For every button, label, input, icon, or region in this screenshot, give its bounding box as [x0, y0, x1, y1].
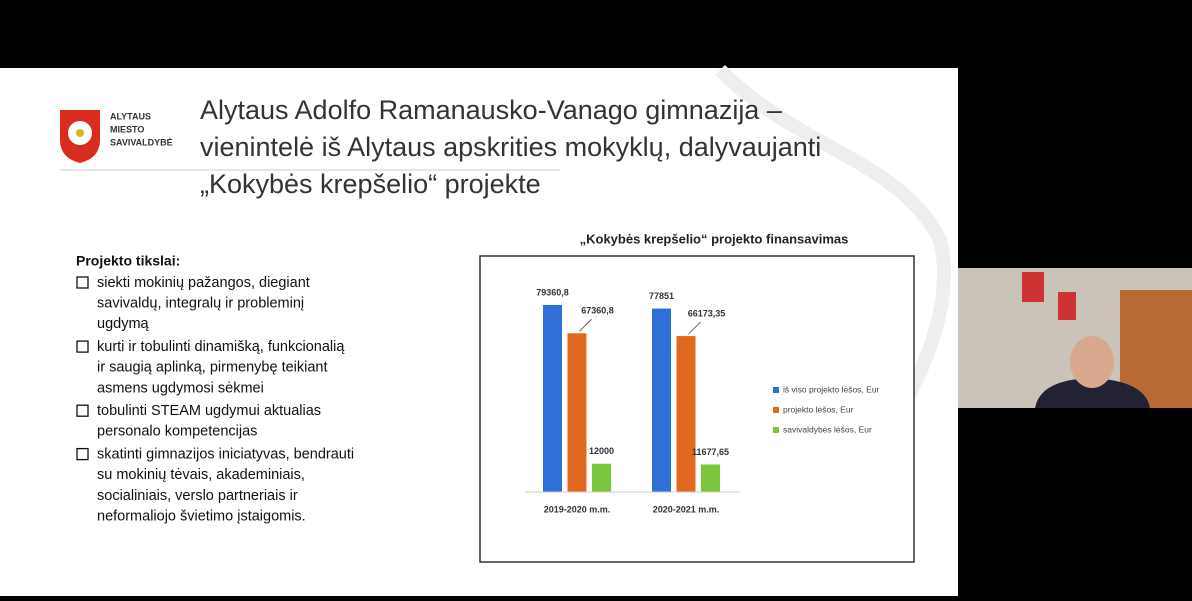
- value-label: 77851: [649, 291, 674, 301]
- goal-text: siekti mokinių pažangos, diegiant: [97, 275, 310, 291]
- value-label: 66173,35: [688, 308, 726, 318]
- value-label: 67360,8: [581, 306, 614, 316]
- webcam-head: [1070, 336, 1114, 388]
- goal-text: ugdymą: [97, 316, 150, 332]
- logo-text: ALYTAUS: [110, 111, 151, 121]
- legend-swatch: [773, 427, 779, 433]
- legend-label: savivaldybės lėšos, Eur: [783, 424, 872, 434]
- goal-text: kurti ir tobulinti dinamišką, funkcional…: [97, 339, 345, 355]
- goal-text: savivaldų, integralų ir probleminį: [97, 296, 304, 312]
- goal-text: ir saugią aplinką, pirmenybę teikiant: [97, 360, 328, 376]
- goal-text: socialiniais, verslo partneriais ir: [97, 488, 298, 504]
- bar: [592, 464, 611, 492]
- chart-title: „Kokybės krepšelio“ projekto finansavima…: [580, 231, 849, 246]
- goal-text: personalo kompetencijas: [97, 424, 257, 440]
- legend-label: iš viso projekto lėšos, Eur: [783, 384, 880, 394]
- webcam: [958, 268, 1192, 408]
- screen: ALYTAUS MIESTO SAVIVALDYBĖ Alytaus Adolfo R…: [0, 0, 1192, 596]
- bar: [568, 333, 587, 492]
- slide-title: „Kokybės krepšelio“ projekte: [200, 169, 541, 199]
- legend-swatch: [773, 407, 779, 413]
- legend-swatch: [773, 387, 779, 393]
- slide-title: vienintelė iš Alytaus apskrities mokyklų…: [200, 132, 821, 162]
- goal-text: su mokinių tėvais, akademiniais,: [97, 467, 305, 483]
- category-label: 2020-2021 m.m.: [653, 504, 720, 514]
- value-label: 12000: [589, 446, 614, 456]
- bar: [652, 309, 671, 492]
- legend-label: projekto lėšos, Eur: [783, 404, 854, 414]
- slide-title: Alytaus Adolfo Ramanausko-Vanago gimnazi…: [200, 95, 782, 125]
- bar: [677, 336, 696, 492]
- value-label: 79360,8: [536, 287, 569, 297]
- logo: [60, 110, 100, 163]
- goal-text: tobulinti STEAM ugdymui aktualias: [97, 403, 321, 419]
- webcam-flag: [1022, 272, 1044, 302]
- value-label: 11677,65: [692, 447, 729, 457]
- goal-text: neformaliojo švietimo įstaigomis.: [97, 509, 306, 525]
- goal-text: skatinti gimnazijos iniciatyvas, bendrau…: [97, 446, 354, 462]
- bar: [701, 464, 720, 492]
- bar: [543, 305, 562, 492]
- goals-title: Projekto tikslai:: [76, 253, 180, 269]
- category-label: 2019-2020 m.m.: [544, 504, 611, 514]
- logo-text: MIESTO: [110, 124, 144, 134]
- logo-rose-center: [76, 129, 84, 137]
- logo-text: SAVIVALDYBĖ: [110, 137, 173, 147]
- webcam-flag: [1058, 292, 1076, 320]
- goal-text: asmens ugdymosi sėkmei: [97, 380, 264, 396]
- page: ALYTAUS MIESTO SAVIVALDYBĖ Alytaus Adolfo R…: [0, 0, 1192, 596]
